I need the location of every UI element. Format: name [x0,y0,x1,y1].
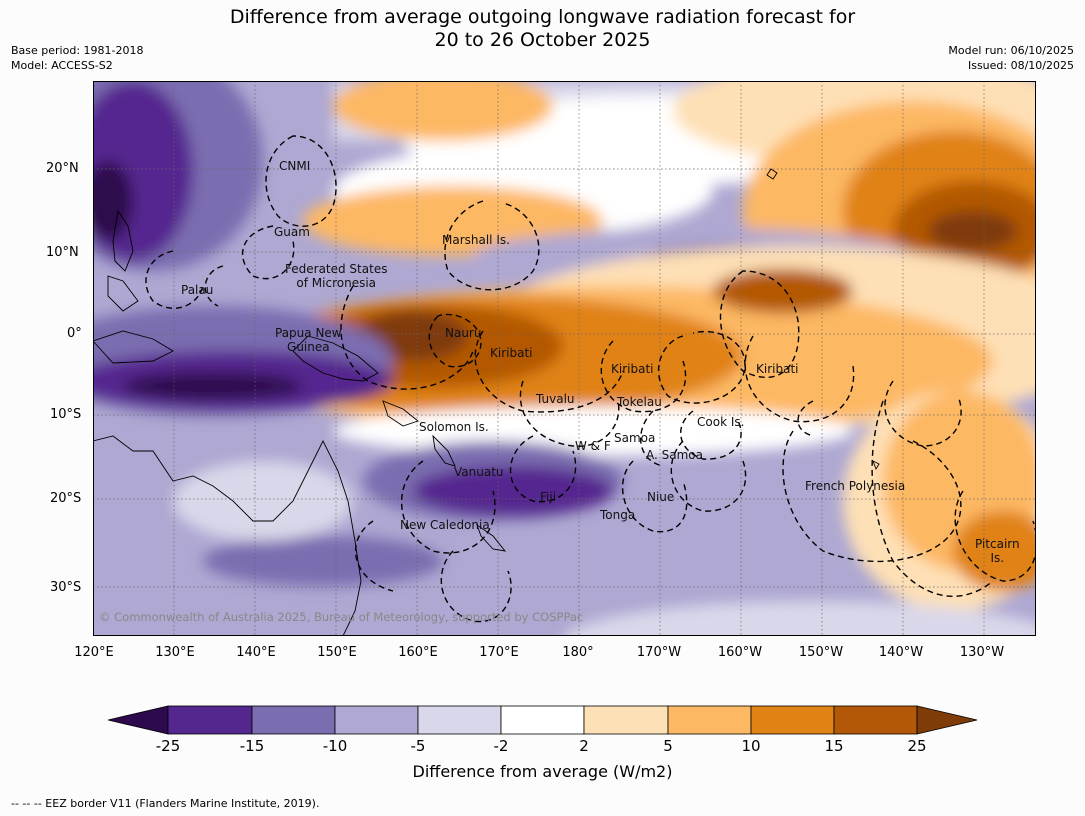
anomaly-field [93,81,1036,636]
lat-label-0: 0° [67,326,82,341]
place-micronesia-line-2: of Micronesia [296,276,377,290]
colorbar-tick-10: 10 [741,737,761,755]
place-kiribati-west: Kiribati [490,346,533,360]
eez-borders [145,135,1036,623]
place-tuvalu: Tuvalu [536,392,575,406]
colorbar-segment-2 [251,705,336,735]
place-kiribati-east: Kiribati [756,362,799,376]
issued-date: Issued: 08/10/2025 [967,59,1074,72]
lat-label-30s: 30°S [50,580,82,595]
chart-title: Difference from average outgoing longwav… [0,6,1085,52]
olr-anomaly-map [93,81,1036,636]
place-vanuatu: Vanuatu [454,465,504,479]
lon-label-170w: 170°W [636,645,682,660]
colorbar [108,705,978,735]
place-cook-islands: Cook Is. [697,415,745,429]
colorbar-segment-0 [108,705,169,735]
lon-label-130w: 130°W [959,645,1005,660]
lon-label-140w: 140°W [878,645,924,660]
lon-label-180: 180° [562,645,594,660]
colorbar-segment-5 [500,705,585,735]
place-micronesia-line-1: Federated States [285,262,388,276]
colorbar-segment-9 [833,705,918,735]
colorbar-segment-7 [667,705,752,735]
place-niue: Niue [647,490,675,504]
coastlines [93,168,880,636]
place-cnmi: CNMI [279,159,311,173]
colorbar-title: Difference from average (W/m2) [412,762,673,781]
lat-label-10n: 10°N [46,245,79,260]
colorbar-segment-10 [916,705,978,735]
place-french-polynesia: French Polynesia [805,479,906,493]
place-fiji: Fiji [540,490,557,504]
place-png-line-1: Papua New [275,326,342,340]
place-wallis-futuna: W & F [575,439,611,453]
lat-label-10s: 10°S [50,407,82,422]
lon-label-150e: 150°E [317,645,357,660]
colorbar-segment-3 [334,705,419,735]
meta-left: Base period: 1981-2018 Model: ACCESS-S2 [11,43,143,73]
lon-label-160w: 160°W [717,645,763,660]
model-run: Model run: 06/10/2025 [948,44,1074,57]
place-tonga: Tonga [600,508,636,522]
lat-label-20s: 20°S [50,491,82,506]
title-line-1: Difference from average outgoing longwav… [229,6,856,28]
lon-label-120e: 120°E [74,645,114,660]
place-palau: Palau [181,283,214,297]
lon-label-170e: 170°E [479,645,519,660]
meta-right: Model run: 06/10/2025 Issued: 08/10/2025 [948,43,1074,73]
place-png-line-2: Guinea [287,340,330,354]
lon-label-150w: 150°W [798,645,844,660]
eez-footnote: -- -- -- EEZ border V11 (Flanders Marine… [11,797,320,810]
colorbar-segment-1 [167,705,253,735]
colorbar-tick-15: 15 [824,737,844,755]
colorbar-tick-25: 25 [907,737,927,755]
place-pitcairn: Pitcairn Is. [975,537,1020,565]
place-pitcairn-line-1: Pitcairn [975,537,1020,551]
place-pitcairn-line-2: Is. [990,551,1005,565]
place-papua-new-guinea: Papua New Guinea [275,326,342,354]
base-period: Base period: 1981-2018 [11,44,144,57]
place-new-caledonia: New Caledonia [400,518,490,532]
lat-label-20n: 20°N [46,161,79,176]
title-line-2: 20 to 26 October 2025 [434,29,651,51]
lon-label-140e: 140°E [236,645,276,660]
model-name: Model: ACCESS-S2 [11,59,113,72]
colorbar-tick-minus2: -2 [493,737,509,755]
colorbar-tick-minus5: -5 [410,737,426,755]
colorbar-tick-minus10: -10 [322,737,348,755]
graticule [93,81,1036,636]
place-tokelau: Tokelau [617,395,662,409]
colorbar-segment-6 [583,705,669,735]
colorbar-segment-8 [750,705,835,735]
colorbar-tick-5: 5 [663,737,673,755]
colorbar-tick-minus25: -25 [155,737,181,755]
place-marshall-islands: Marshall Is. [442,233,510,247]
place-micronesia: Federated States of Micronesia [285,262,387,290]
colorbar-tick-2: 2 [579,737,589,755]
place-samoa: Samoa [614,431,656,445]
lon-label-160e: 160°E [398,645,438,660]
lon-label-130e: 130°E [155,645,195,660]
colorbar-segment-4 [417,705,502,735]
place-nauru: Nauru [445,326,482,340]
place-solomon-islands: Solomon Is. [419,420,489,434]
copyright-notice: © Commonwealth of Australia 2025, Bureau… [99,610,584,624]
place-kiribati-central: Kiribati [611,362,654,376]
place-american-samoa: A. Samoa [646,448,703,462]
colorbar-tick-minus15: -15 [239,737,265,755]
place-guam: Guam [274,225,310,239]
